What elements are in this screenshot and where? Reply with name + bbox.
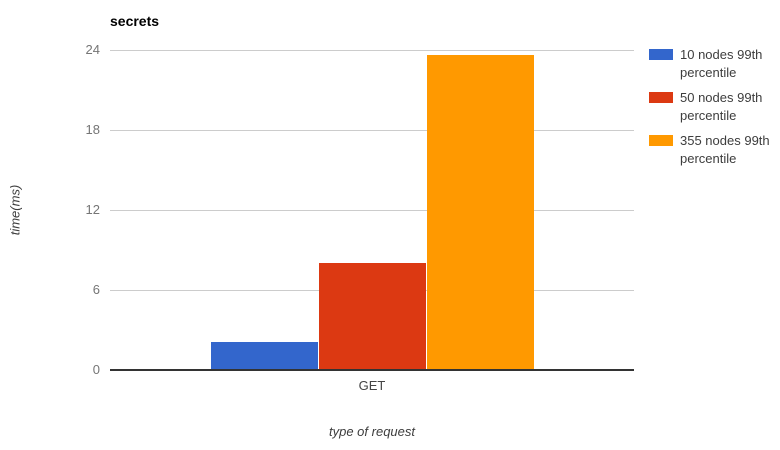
bar-10-nodes-99th-percentile[interactable] bbox=[210, 342, 318, 369]
legend-label: 355 nodes 99th percentile bbox=[680, 133, 770, 166]
gridline bbox=[110, 210, 634, 211]
x-axis-title: type of request bbox=[329, 424, 415, 439]
bar-50-nodes-99th-percentile[interactable] bbox=[318, 262, 426, 369]
plot-area bbox=[110, 50, 634, 371]
bar-355-nodes-99th-percentile[interactable] bbox=[426, 55, 534, 369]
y-tick-label: 0 bbox=[92, 362, 100, 377]
legend-swatch-orange bbox=[649, 135, 673, 146]
bar-group bbox=[110, 50, 634, 369]
y-tick-label: 12 bbox=[85, 202, 100, 217]
legend-item-355-nodes[interactable]: 355 nodes 99th percentile bbox=[649, 132, 779, 168]
x-tick-label: GET bbox=[358, 378, 386, 393]
legend: 10 nodes 99th percentile 50 nodes 99th p… bbox=[649, 46, 779, 175]
legend-item-10-nodes[interactable]: 10 nodes 99th percentile bbox=[649, 46, 779, 82]
legend-label: 10 nodes 99th percentile bbox=[680, 47, 763, 80]
legend-swatch-blue bbox=[649, 49, 673, 60]
legend-item-50-nodes[interactable]: 50 nodes 99th percentile bbox=[649, 89, 779, 125]
gridline bbox=[110, 130, 634, 131]
y-axis-title: time(ms) bbox=[7, 184, 23, 236]
y-tick-label: 18 bbox=[85, 122, 100, 137]
gridline bbox=[110, 50, 634, 51]
legend-swatch-red bbox=[649, 92, 673, 103]
x-axis-line bbox=[110, 369, 634, 371]
legend-label: 50 nodes 99th percentile bbox=[680, 90, 763, 123]
y-tick-label: 24 bbox=[85, 42, 100, 57]
y-tick-label: 6 bbox=[92, 282, 100, 297]
chart-title: secrets bbox=[110, 13, 160, 29]
